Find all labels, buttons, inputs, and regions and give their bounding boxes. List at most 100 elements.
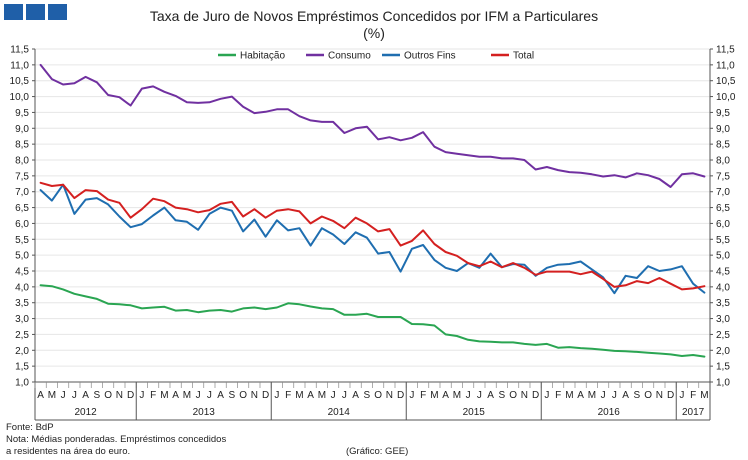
x-tick-label-month: J (274, 390, 279, 401)
x-tick-label-month: J (196, 390, 201, 401)
chart-subtitle: (%) (363, 25, 385, 41)
x-tick-label-month: F (420, 390, 426, 401)
footnote-note: Nota: Médias ponderadas. Empréstimos con… (6, 434, 227, 445)
x-tick-label-month: J (612, 390, 617, 401)
y-tick-label-right: 10,0 (716, 92, 736, 103)
x-tick-label-month: A (307, 390, 314, 401)
x-tick-label-month: O (644, 390, 652, 401)
legend-label: Total (513, 51, 534, 62)
x-tick-label-month: A (352, 390, 359, 401)
y-tick-label-right: 6,0 (716, 219, 730, 230)
x-tick-label-month: S (634, 390, 641, 401)
x-tick-label-month: J (679, 390, 684, 401)
y-tick-label-left: 2,5 (15, 330, 29, 341)
logo-square (26, 4, 45, 20)
y-tick-label-left: 9,5 (15, 108, 29, 119)
y-tick-label-right: 5,5 (716, 235, 730, 246)
x-tick-label-month: J (544, 390, 549, 401)
y-tick-label-left: 3,5 (15, 298, 29, 309)
series-lines (39, 63, 706, 358)
series-line-total (39, 181, 706, 291)
y-tick-label-left: 1,5 (15, 362, 29, 373)
y-tick-label-left: 10,5 (10, 76, 30, 87)
footnote-note-cont: a residentes na área do euro. (6, 446, 131, 457)
x-tick-label-month: J (331, 390, 336, 401)
y-tick-label-right: 4,5 (716, 267, 730, 278)
y-axis-right: 1,0 1,5 2,0 2,5 3,0 3,5 4,0 4,5 5,0 5,5 6,0 6,5 7,0 7… (716, 45, 736, 389)
x-tick-label-month: J (342, 390, 347, 401)
y-tick-label-left: 6,5 (15, 203, 29, 214)
y-tick-label-left: 8,5 (15, 140, 29, 151)
y-axis-left: 1,0 1,5 2,0 2,5 3,0 3,5 4,0 4,5 5,0 5,5 6,0 6,5 7,0 7… (10, 45, 30, 389)
gridlines (35, 48, 710, 367)
x-tick-label-month: F (150, 390, 156, 401)
x-tick-label-month: A (172, 390, 179, 401)
series-line-habita-o (39, 284, 706, 358)
x-tick-label-month: M (183, 390, 191, 401)
y-tick-label-right: 9,5 (716, 108, 730, 119)
x-tick-label-month: S (499, 390, 506, 401)
x-tick-label-month: D (532, 390, 539, 401)
x-tick-label-month: A (577, 390, 584, 401)
x-tick-label-month: A (622, 390, 629, 401)
footnote-source: Fonte: BdP (6, 422, 54, 433)
y-tick-label-right: 5,0 (716, 251, 730, 262)
x-tick-label-month: A (217, 390, 224, 401)
x-tick-label-month: N (386, 390, 393, 401)
y-tick-label-right: 11,0 (716, 60, 735, 71)
x-tick-label-month: J (61, 390, 66, 401)
legend-label: Habitação (240, 51, 285, 62)
x-tick-label-month: D (262, 390, 269, 401)
y-tick-label-left: 1,0 (15, 378, 29, 389)
x-tick-label-month: J (139, 390, 144, 401)
series-line-consumo (39, 63, 706, 188)
y-tick-label-left: 8,0 (15, 156, 29, 167)
y-tick-label-right: 4,0 (716, 282, 730, 293)
y-tick-label-left: 5,0 (15, 251, 29, 262)
x-tick-label-month: A (82, 390, 89, 401)
x-tick-label-month: A (37, 390, 44, 401)
y-tick-label-right: 2,0 (716, 346, 730, 357)
y-tick-label-left: 11,0 (10, 60, 29, 71)
x-tick-label-month: J (477, 390, 482, 401)
x-tick-label-month: J (601, 390, 606, 401)
y-tick-label-left: 7,5 (15, 171, 29, 182)
x-tick-label-month: A (442, 390, 449, 401)
x-tick-label-month: M (318, 390, 326, 401)
x-tick-label-month: D (397, 390, 404, 401)
y-tick-label-left: 2,0 (15, 346, 29, 357)
x-tick-label-year: 2014 (328, 407, 351, 418)
x-tick-label-month: M (700, 390, 708, 401)
x-tick-label-month: J (72, 390, 77, 401)
y-tick-label-left: 11,5 (10, 45, 29, 56)
x-tick-label-month: S (364, 390, 371, 401)
logo-square (48, 4, 67, 20)
x-tick-label-month: F (690, 390, 696, 401)
y-tick-label-right: 8,5 (716, 140, 730, 151)
chart-title: Taxa de Juro de Novos Empréstimos Conced… (149, 8, 599, 24)
x-tick-label-month: N (116, 390, 123, 401)
x-tick-label-month: M (453, 390, 461, 401)
x-tick-label-month: F (555, 390, 561, 401)
footnote: Fonte: BdP Nota: Médias ponderadas. Empr… (6, 422, 226, 458)
x-tick-label-month: M (565, 390, 573, 401)
y-tick-label-right: 7,5 (716, 171, 730, 182)
x-tick-label-month: M (588, 390, 596, 401)
y-tick-label-left: 10,0 (10, 92, 30, 103)
series-line-outros-fins (39, 183, 706, 295)
x-tick-label-month: N (656, 390, 663, 401)
x-tick-label-month: S (229, 390, 236, 401)
x-tick-label-month: F (285, 390, 291, 401)
logo-square (4, 4, 23, 20)
y-tick-label-right: 1,5 (716, 362, 730, 373)
x-tick-label-month: N (251, 390, 258, 401)
chart-credit: (Gráfico: GEE) (346, 446, 409, 457)
y-tick-label-right: 3,5 (716, 298, 730, 309)
y-tick-label-left: 6,0 (15, 219, 29, 230)
legend: Habitação Consumo Outros Fins Total (218, 51, 534, 62)
x-tick-label-year: 2013 (193, 407, 216, 418)
legend-label: Outros Fins (404, 51, 456, 62)
x-tick-label-month: M (430, 390, 438, 401)
y-tick-label-left: 7,0 (15, 187, 29, 198)
